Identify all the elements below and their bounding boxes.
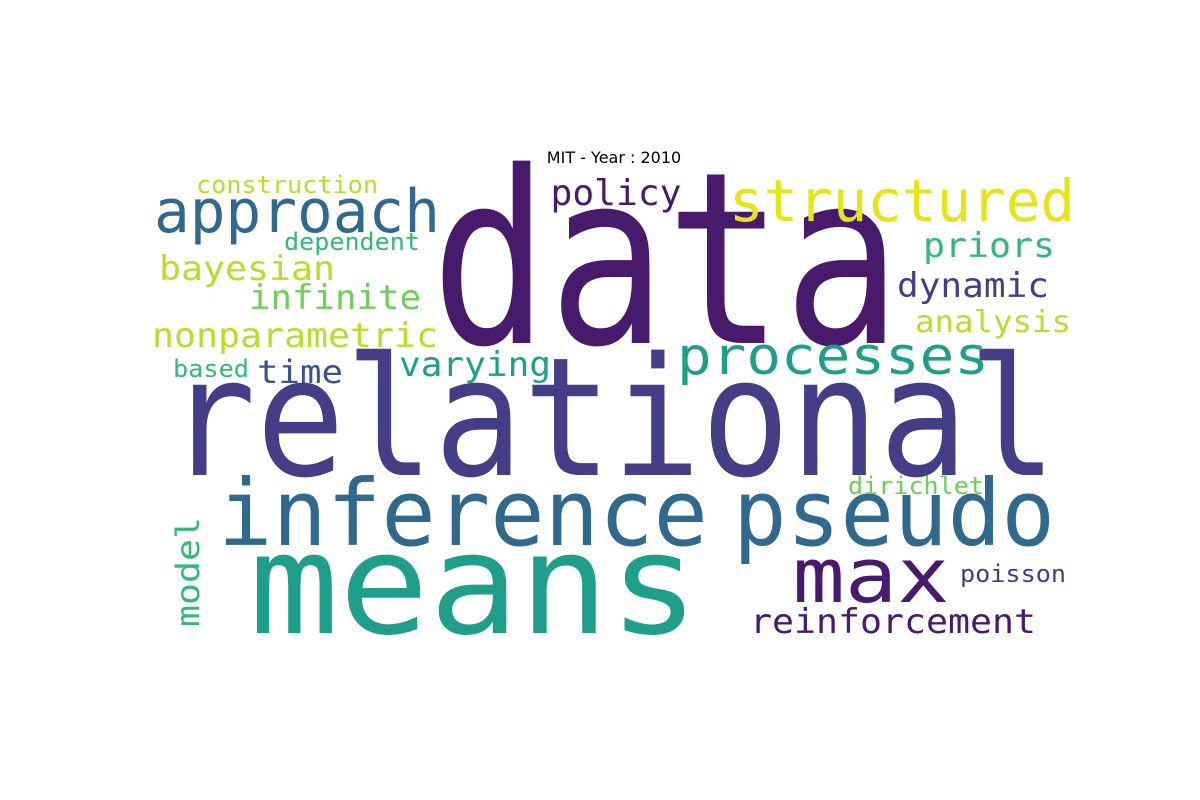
cloud-word-analysis: analysis [915, 305, 1071, 340]
cloud-word-reinforcement: reinforcement [750, 602, 1036, 642]
cloud-word-dynamic: dynamic [897, 266, 1049, 306]
cloud-word-relational: relational [167, 322, 1057, 514]
cloud-word-means: means [249, 504, 699, 667]
cloud-word-max: max [793, 531, 950, 620]
cloud-word-based: based [173, 355, 249, 383]
cloud-word-data: data [431, 120, 901, 400]
cloud-word-nonparametric: nonparametric [152, 316, 438, 356]
cloud-word-approach: approach [154, 177, 440, 247]
cloud-word-infinite: infinite [249, 278, 421, 318]
cloud-word-bayesian: bayesian [159, 249, 335, 289]
cloud-word-construction: construction [196, 171, 378, 199]
cloud-word-inference: inference [218, 460, 708, 567]
cloud-word-poisson: poisson [960, 560, 1066, 588]
cloud-word-dirichlet: dirichlet [848, 472, 984, 500]
cloud-word-processes: processes [677, 327, 989, 387]
cloud-word-varying: varying [399, 345, 551, 385]
cloud-word-policy: policy [551, 173, 682, 214]
cloud-word-pseudo: pseudo [733, 460, 1055, 567]
cloud-word-structured: structured [729, 167, 1075, 235]
cloud-word-time: time [257, 353, 343, 391]
figure-title: MIT - Year : 2010 [547, 148, 681, 167]
cloud-word-dependent: dependent [284, 228, 420, 256]
cloud-word-model: model [169, 517, 207, 627]
cloud-word-priors: priors [923, 226, 1055, 266]
